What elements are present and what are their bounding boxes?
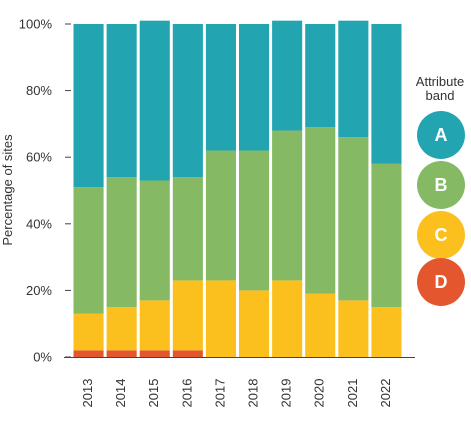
bar-segment-c-2019 [272, 280, 303, 357]
y-tick-label-40: 40% [26, 216, 52, 231]
bar-segment-b-2018 [239, 150, 270, 291]
bar-segment-b-2016 [172, 177, 203, 281]
bar-segment-b-2015 [139, 180, 170, 301]
legend-title-line1: Attribute [415, 74, 465, 89]
bar-segment-b-2020 [305, 127, 336, 294]
bar-segment-c-2018 [239, 290, 270, 357]
bar-segment-c-2020 [305, 293, 336, 357]
y-tick-label-20: 20% [26, 283, 52, 298]
x-tick-label-2016: 2016 [179, 379, 194, 408]
y-tick-label-100: 100% [19, 17, 53, 32]
x-tick-label-2014: 2014 [113, 379, 128, 408]
bar-segment-d-2014 [106, 350, 137, 357]
legend-label-c: C [434, 224, 448, 245]
legend-title-line2: band [425, 88, 455, 103]
legend-label-a: A [434, 124, 448, 145]
bar-segment-b-2017 [205, 150, 236, 281]
x-tick-label-2020: 2020 [312, 379, 327, 408]
bar-segment-d-2016 [172, 350, 203, 357]
bar-segment-c-2021 [338, 300, 369, 357]
legend-item-d: D [417, 258, 465, 306]
bar-segment-b-2021 [338, 137, 369, 301]
legend-title: Attribute band [404, 75, 471, 103]
x-tick-label-2018: 2018 [245, 379, 260, 408]
bar-segment-c-2016 [172, 280, 203, 351]
bar-segment-a-2014 [106, 24, 137, 178]
bar-segment-a-2015 [139, 20, 170, 181]
bar-segment-a-2017 [205, 24, 236, 151]
legend-item-c: C [417, 211, 465, 259]
x-tick-label-2015: 2015 [146, 379, 161, 408]
x-tick-label-2022: 2022 [378, 379, 393, 408]
y-tick-label-60: 60% [26, 150, 52, 165]
bar-segment-a-2016 [172, 24, 203, 178]
bar-segment-c-2022 [371, 307, 402, 357]
x-tick-label-2019: 2019 [279, 379, 294, 408]
bar-segment-a-2020 [305, 24, 336, 128]
axes-layer: 2013 2014 2015 2016 2017 2018 2019 2020 2021 2022… [19, 17, 415, 408]
x-tick-label-2021: 2021 [345, 379, 360, 408]
bar-segment-d-2015 [139, 350, 170, 357]
bars-layer [73, 20, 402, 357]
bar-segment-b-2013 [73, 187, 104, 314]
bar-segment-c-2017 [205, 280, 236, 357]
bar-segment-c-2013 [73, 313, 104, 351]
bar-segment-a-2022 [371, 24, 402, 164]
bar-segment-b-2019 [272, 130, 303, 281]
bar-segment-a-2018 [239, 24, 270, 151]
bar-segment-c-2014 [106, 307, 137, 351]
y-axis-label: Percentage of sites [0, 134, 15, 246]
y-tick-label-0: 0% [33, 350, 52, 365]
bar-segment-c-2015 [139, 300, 170, 351]
legend-item-b: B [417, 161, 465, 209]
bar-segment-a-2013 [73, 24, 104, 188]
x-tick-label-2013: 2013 [80, 379, 95, 408]
legend-label-b: B [434, 174, 448, 195]
y-tick-label-80: 80% [26, 83, 52, 98]
x-tick-label-2017: 2017 [212, 379, 227, 408]
bar-segment-b-2022 [371, 163, 402, 308]
bar-segment-b-2014 [106, 177, 137, 308]
bar-segment-a-2019 [272, 20, 303, 131]
bar-segment-d-2013 [73, 350, 104, 357]
bar-segment-a-2021 [338, 20, 369, 138]
legend-label-d: D [434, 271, 448, 292]
legend-item-a: A [417, 111, 465, 159]
